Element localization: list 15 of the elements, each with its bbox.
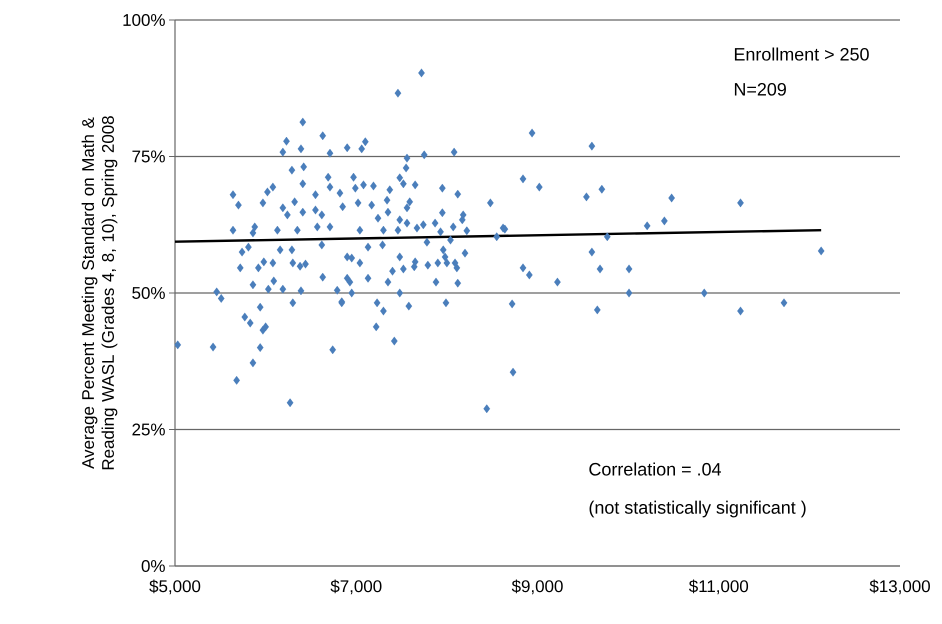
x-tick-label: $7,000 [330, 580, 382, 594]
y-tick-label: 50% [132, 287, 165, 299]
annotation: (not statistically significant ) [590, 500, 806, 518]
x-tick-label: $5,000 [149, 580, 200, 594]
annotation: Correlation = .04 [589, 462, 721, 476]
x-tick-label: $9,000 [512, 580, 563, 594]
y-axis-title: Average Percent Meeting Standard on Math & Reading WASL (Grades 4, 8, 10), Spring 2008 [82, 116, 118, 470]
x-tick-label: $11,000 [688, 580, 748, 594]
y-tick-label: 100% [123, 14, 165, 26]
annotation: Enrollment > 250 [734, 47, 869, 61]
y-tick-label: 75% [132, 150, 165, 162]
annotation: N=209 [734, 82, 786, 96]
y-tick-label: 25% [132, 424, 165, 436]
y-tick-label: 0% [142, 560, 165, 572]
x-tick-label: $13,000 [870, 580, 930, 594]
